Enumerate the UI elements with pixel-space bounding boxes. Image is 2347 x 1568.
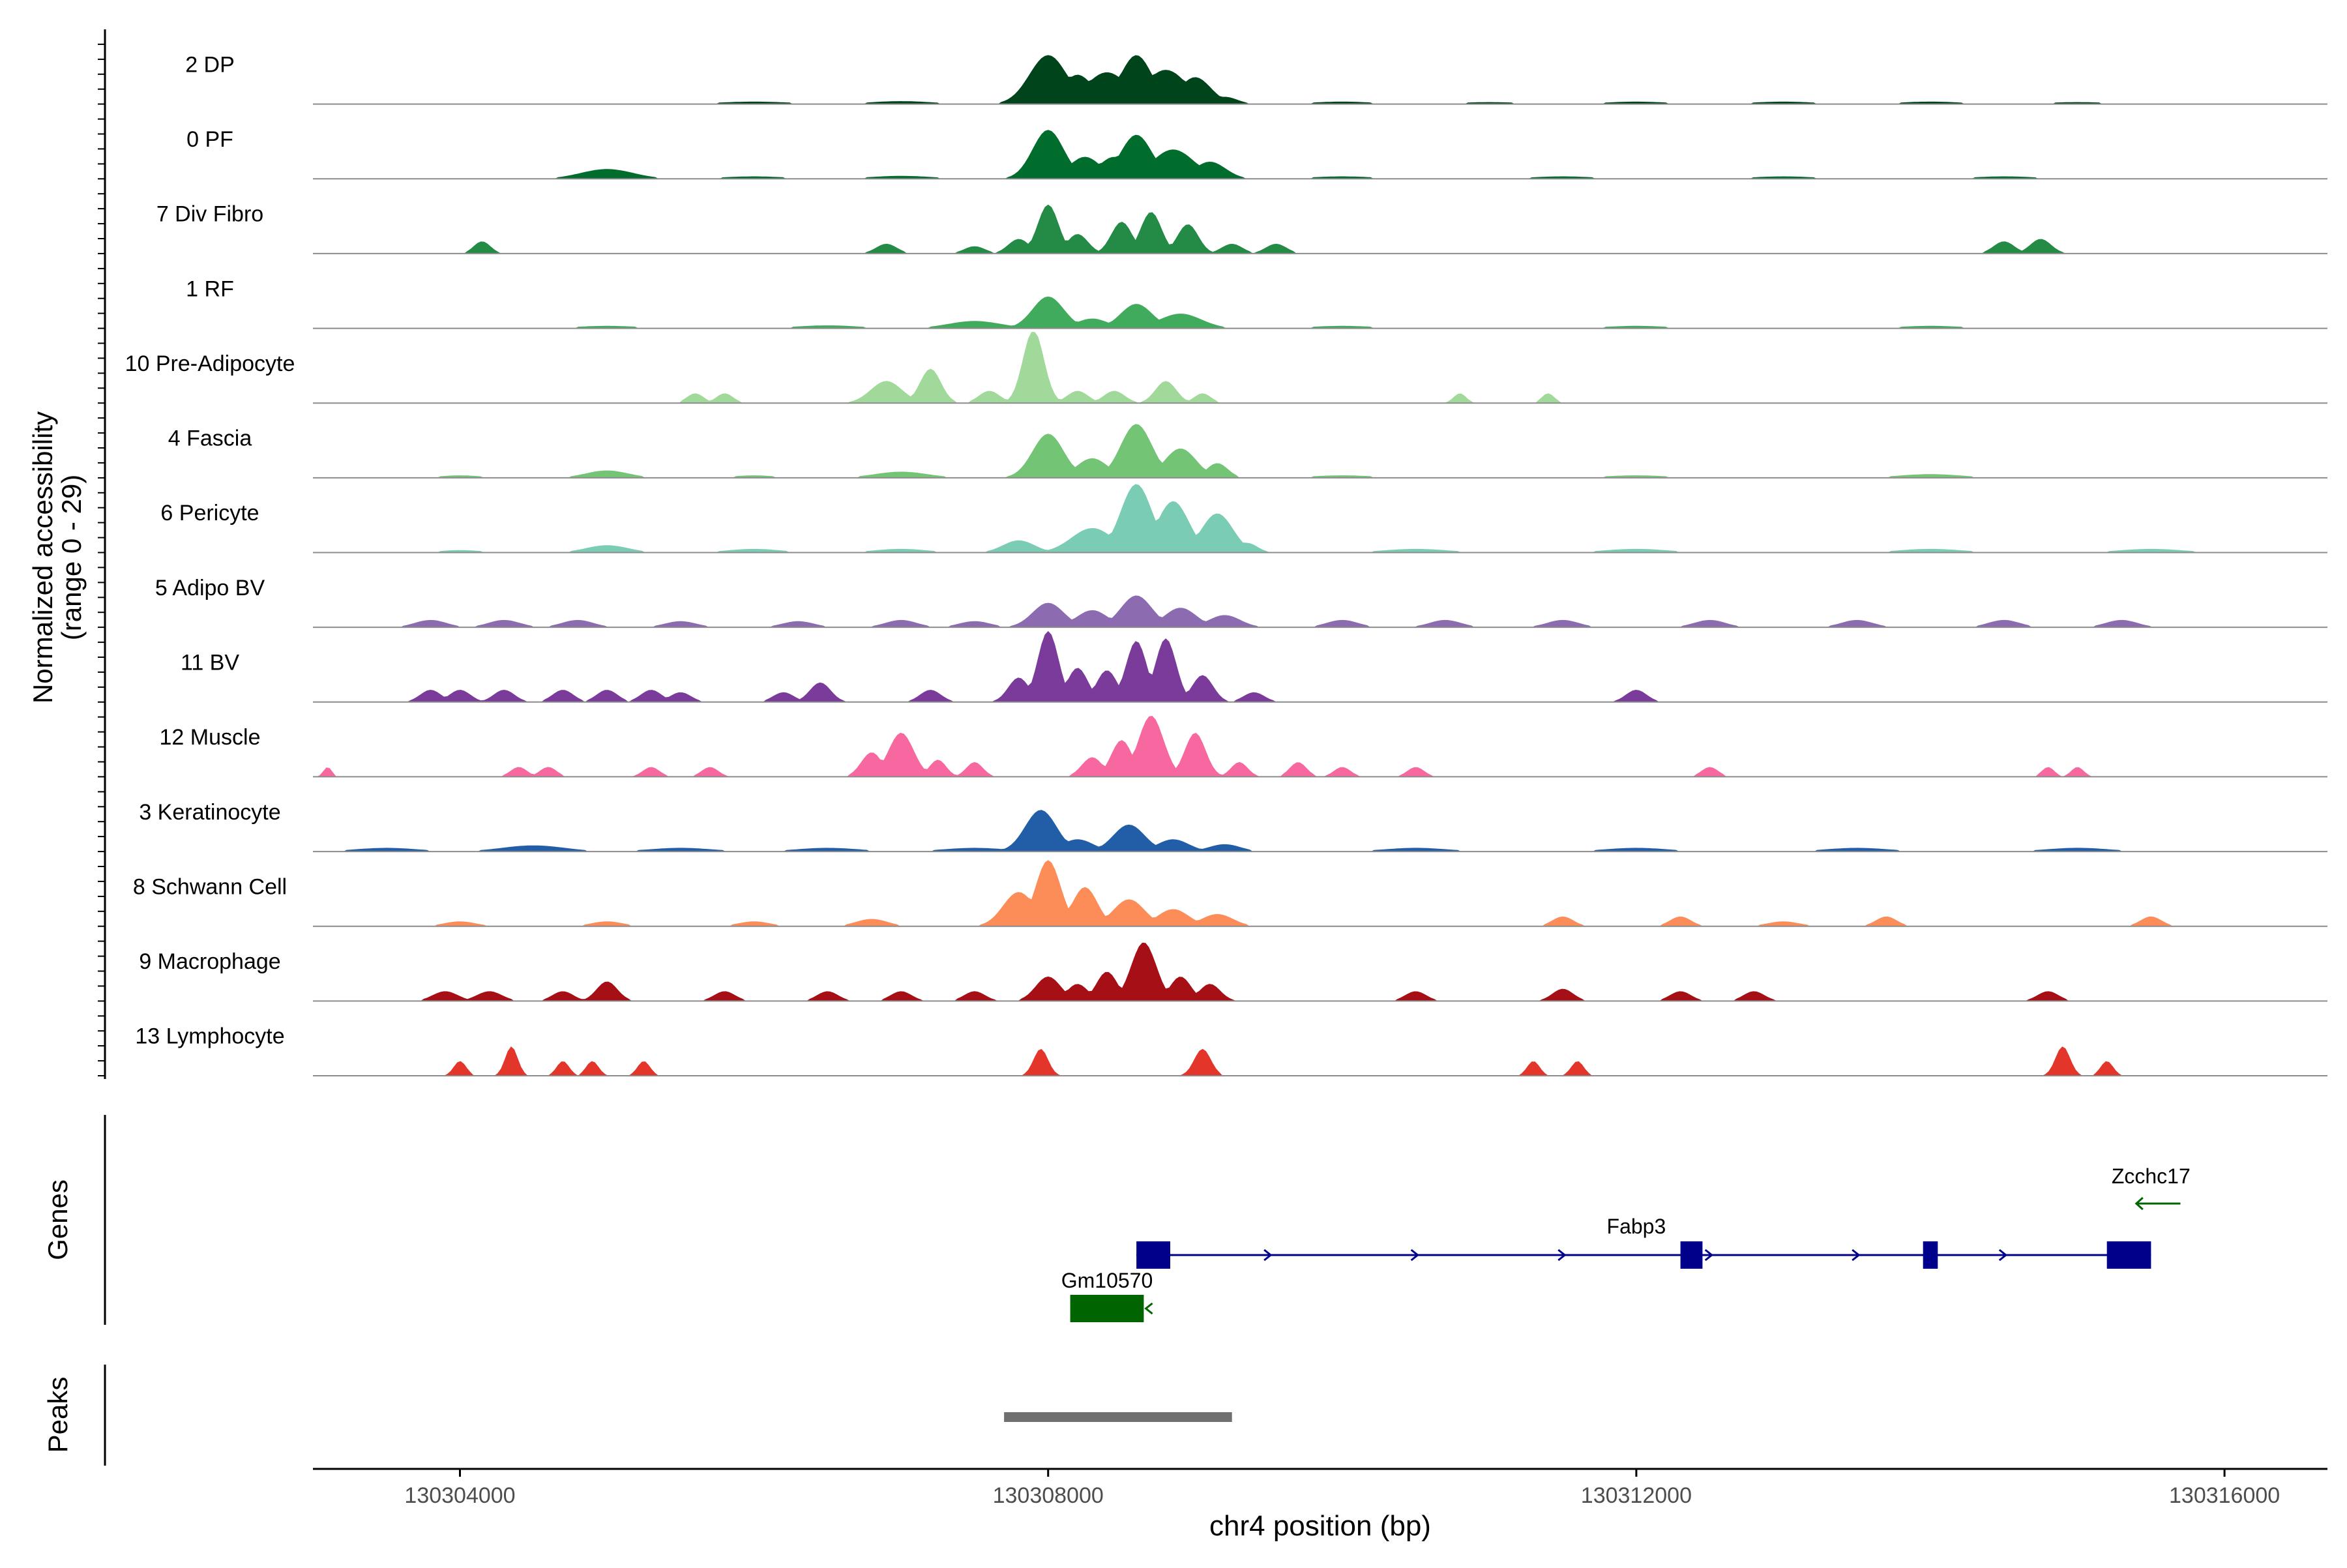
y-axis-label: Normalized accessibility xyxy=(27,411,58,703)
gene-exon xyxy=(1136,1241,1170,1269)
track-9-macrophage: 9 Macrophage xyxy=(139,942,2327,1002)
track-area xyxy=(313,204,2327,254)
peaks-layer xyxy=(1004,1412,1232,1422)
track-2-dp: 2 DP xyxy=(185,52,2327,105)
gene-label: Gm10570 xyxy=(1061,1269,1153,1292)
gene-gm10570: Gm10570 xyxy=(1061,1269,1153,1322)
strand-arrow xyxy=(1410,1249,1420,1262)
gene-fabp3: Fabp3 xyxy=(1136,1215,2151,1269)
strand-arrow xyxy=(1704,1249,1714,1262)
genes-layer: Fabp3 Gm10570 Zcchc17 xyxy=(1061,1164,2191,1322)
track-area xyxy=(313,55,2327,104)
track-3-keratinocyte: 3 Keratinocyte xyxy=(139,800,2327,853)
track-area xyxy=(313,296,2327,329)
track-label: 11 BV xyxy=(181,651,239,675)
x-tick-label: 130316000 xyxy=(2169,1483,2280,1508)
track-12-muscle: 12 Muscle xyxy=(160,716,2327,778)
x-axis-label: chr4 position (bp) xyxy=(1209,1510,1431,1542)
track-area xyxy=(313,1046,2327,1076)
tracks-layer: 2 DP 0 PF 7 Div Fibro 1 RF 10 Pre-Adipocyte 4… xyxy=(125,52,2327,1076)
peaks-panel: Peaks xyxy=(42,1365,1232,1466)
gene-zcchc17: Zcchc17 xyxy=(2112,1164,2191,1211)
peak-region xyxy=(1004,1412,1232,1422)
x-tick-label: 130312000 xyxy=(1581,1483,1692,1508)
track-0-pf: 0 PF xyxy=(186,127,2327,180)
track-area xyxy=(313,484,2327,553)
gene-label: Fabp3 xyxy=(1607,1215,1666,1238)
track-label: 0 PF xyxy=(186,127,233,152)
track-label: 6 Pericyte xyxy=(160,501,259,525)
gene-exon xyxy=(1070,1295,1144,1322)
track-label: 4 Fascia xyxy=(168,426,252,451)
track-area xyxy=(313,716,2327,777)
strand-arrow xyxy=(1998,1249,2008,1262)
gene-label: Zcchc17 xyxy=(2112,1164,2191,1188)
track-label: 7 Div Fibro xyxy=(156,202,263,227)
strand-arrow xyxy=(1263,1249,1273,1262)
y-axis xyxy=(98,29,106,1079)
track-4-fascia: 4 Fascia xyxy=(168,424,2327,479)
track-label: 10 Pre-Adipocyte xyxy=(125,351,295,376)
track-13-lymphocyte: 13 Lymphocyte xyxy=(135,1024,2327,1076)
track-label: 13 Lymphocyte xyxy=(135,1024,284,1049)
track-label: 12 Muscle xyxy=(160,725,261,750)
track-label: 5 Adipo BV xyxy=(155,576,265,600)
track-6-pericyte: 6 Pericyte xyxy=(160,484,2327,554)
x-axis: 130304000 130308000 130312000 130316000 xyxy=(313,1468,2327,1508)
strand-arrow xyxy=(2134,1196,2144,1211)
track-8-schwann-cell: 8 Schwann Cell xyxy=(133,860,2327,927)
track-area xyxy=(313,332,2327,404)
track-label: 8 Schwann Cell xyxy=(133,874,287,899)
strand-arrow xyxy=(1852,1249,1861,1262)
x-tick-label: 130304000 xyxy=(404,1483,515,1508)
strand-arrow xyxy=(1144,1302,1153,1315)
gene-exon xyxy=(1923,1241,1938,1269)
track-11-bv: 11 BV xyxy=(181,630,2327,703)
track-label: 1 RF xyxy=(186,276,234,301)
track-1-rf: 1 RF xyxy=(186,276,2327,329)
genes-label: Genes xyxy=(42,1179,73,1260)
strand-arrow xyxy=(1557,1249,1567,1262)
track-label: 3 Keratinocyte xyxy=(139,800,280,825)
peaks-label: Peaks xyxy=(42,1377,73,1453)
track-area xyxy=(313,860,2327,926)
track-area xyxy=(313,810,2327,852)
track-area xyxy=(313,942,2327,1001)
track-area xyxy=(313,630,2327,702)
track-label: 9 Macrophage xyxy=(139,949,280,974)
gene-exon xyxy=(2106,1241,2151,1269)
track-area xyxy=(313,595,2327,628)
genes-panel: Genes Fabp3 Gm10570 Zcchc17 xyxy=(42,1115,2191,1325)
track-7-div-fibro: 7 Div Fibro xyxy=(156,202,2327,254)
track-label: 2 DP xyxy=(185,52,235,77)
track-area xyxy=(313,424,2327,478)
y-axis-label-range: (range 0 - 29) xyxy=(56,475,87,640)
x-tick-label: 130308000 xyxy=(993,1483,1104,1508)
track-area xyxy=(313,130,2327,179)
gene-exon xyxy=(1680,1241,1703,1269)
track-5-adipo-bv: 5 Adipo BV xyxy=(155,576,2327,629)
track-10-pre-adipocyte: 10 Pre-Adipocyte xyxy=(125,332,2327,404)
